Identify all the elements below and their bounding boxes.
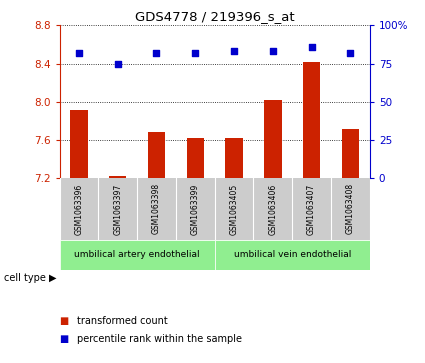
Bar (148, 132, 165, 178)
Bar (303, 62, 320, 178)
Text: cell type: cell type (4, 273, 46, 283)
Point (114, 61, 121, 66)
Text: GSM1063407: GSM1063407 (307, 183, 316, 234)
Bar (187, 138, 204, 178)
Text: GSM1063397: GSM1063397 (113, 183, 122, 234)
Text: umbilical vein endothelial: umbilical vein endothelial (233, 250, 351, 259)
Bar (60, 240, 215, 270)
Title: GDS4778 / 219396_s_at: GDS4778 / 219396_s_at (135, 10, 295, 23)
Point (231, 49, 238, 54)
Point (153, 50, 160, 56)
Bar (225, 138, 243, 178)
Text: GSM1063398: GSM1063398 (152, 183, 161, 234)
Point (192, 50, 198, 56)
Text: ■: ■ (60, 334, 69, 344)
Text: transformed count: transformed count (76, 316, 167, 326)
Text: GSM1063396: GSM1063396 (74, 183, 83, 234)
Point (347, 50, 354, 56)
Text: percentile rank within the sample: percentile rank within the sample (76, 334, 241, 344)
Text: GSM1063399: GSM1063399 (191, 183, 200, 234)
Bar (70, 110, 88, 178)
Bar (109, 176, 126, 178)
Point (76, 50, 82, 56)
Bar (342, 129, 359, 178)
Text: ▶: ▶ (49, 273, 57, 283)
Point (269, 49, 276, 54)
Point (308, 44, 315, 50)
Text: umbilical artery endothelial: umbilical artery endothelial (74, 250, 200, 259)
Text: ■: ■ (60, 316, 69, 326)
Bar (264, 100, 281, 178)
Bar (215, 240, 370, 270)
Text: GSM1063408: GSM1063408 (346, 183, 355, 234)
Text: GSM1063405: GSM1063405 (230, 183, 238, 234)
Text: GSM1063406: GSM1063406 (268, 183, 277, 234)
